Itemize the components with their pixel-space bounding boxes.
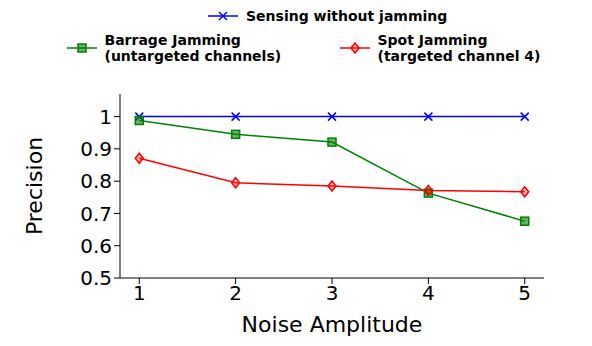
svg-text:0.7: 0.7 [80, 202, 112, 226]
html-text:Barrage Jamming (untargeted ch: Barrage Jamming (untargeted channels) [104, 32, 282, 64]
svg-text:5: 5 [518, 281, 531, 305]
html-text:Spot Jamming (targeted channel: Spot Jamming (targeted channel 4) [377, 32, 541, 64]
html-text:Sensing without jamming: Sensing without jamming [246, 8, 448, 24]
svg-text:4: 4 [422, 281, 435, 305]
svg-text:0.5: 0.5 [80, 266, 112, 290]
svg-text:3: 3 [326, 281, 339, 305]
svg-text:0.8: 0.8 [80, 169, 112, 193]
svg-text:0.9: 0.9 [80, 137, 112, 161]
svg-text:0.6: 0.6 [80, 234, 112, 258]
svg-text:Noise Amplitude: Noise Amplitude [242, 312, 423, 337]
svg-text:2: 2 [229, 281, 242, 305]
svg-text:1: 1 [133, 281, 146, 305]
svg-text:Precision: Precision [22, 137, 47, 235]
svg-text:1: 1 [99, 105, 112, 129]
